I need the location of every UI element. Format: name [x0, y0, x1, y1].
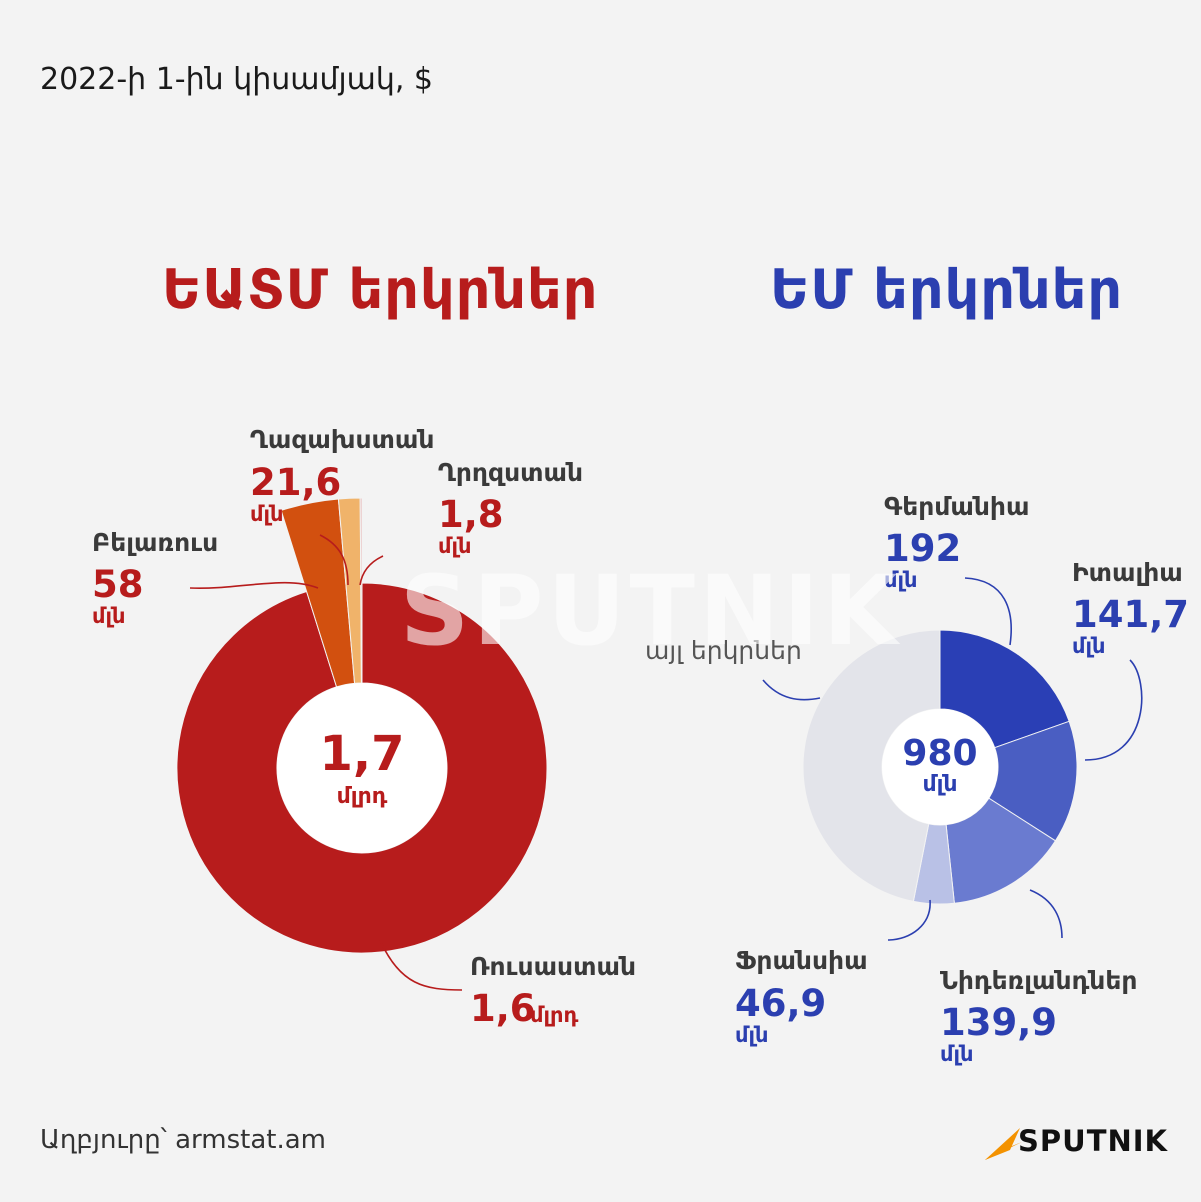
- source-note: Աղբյուրը՝ armstat.am: [40, 1125, 327, 1155]
- leader-netherlands: [1029, 889, 1063, 939]
- donut-hole: [277, 683, 447, 853]
- leader-other: [762, 679, 821, 701]
- leader-kyrgyzstan: [359, 555, 384, 586]
- label-france-value: 46,9: [735, 982, 827, 1025]
- label-italy-name: Իտալիա: [1072, 558, 1183, 587]
- eu-center-unit: մլն: [922, 772, 958, 797]
- label-netherlands-name: Նիդեռլանդներ: [940, 966, 1138, 995]
- eaeu-title: ԵԱՏՄ երկրներ: [162, 258, 599, 321]
- label-russia-name: Ռուսաստան: [470, 952, 637, 981]
- label-italy-unit: մլն: [1072, 634, 1106, 658]
- label-netherlands-value: 139,9: [940, 1001, 1058, 1044]
- label-kyrgyzstan-name: Ղրղզստան: [438, 458, 584, 487]
- eu-title: ԵՄ երկրներ: [770, 258, 1124, 321]
- label-germany-name: Գերմանիա: [884, 492, 1030, 521]
- chart-subtitle: 2022-ի 1-ին կիսամյակ, $: [40, 62, 434, 97]
- sputnik-logo: SPUTNIK: [1018, 1124, 1169, 1158]
- eaeu-center-value: 1,7: [319, 726, 405, 782]
- leader-belarus: [189, 581, 319, 589]
- label-belarus-name: Բելառուս: [92, 528, 219, 557]
- label-kyrgyzstan-unit: մլն: [438, 534, 472, 558]
- label-russia-value: 1,6: [470, 987, 536, 1030]
- donut-hole: [882, 709, 998, 825]
- label-germany-value: 192: [884, 527, 962, 570]
- label-kyrgyzstan-value: 1,8: [438, 493, 504, 536]
- label-france-unit: մլն: [735, 1023, 769, 1047]
- label-netherlands-unit: մլն: [940, 1042, 974, 1066]
- label-kazakhstan-name: Ղազախստան: [250, 425, 435, 454]
- leader-lines: [189, 534, 1143, 991]
- label-germany-unit: մլն: [884, 568, 918, 592]
- leader-germany: [964, 577, 1012, 646]
- eu-donut: [802, 629, 1078, 905]
- eaeu-donut: [176, 497, 548, 954]
- leader-italy: [1084, 659, 1143, 761]
- label-kazakhstan-unit: մլն: [250, 502, 284, 526]
- slice-Գերմանիա: [939, 629, 1070, 749]
- leader-russia: [379, 939, 463, 991]
- label-other-name: այլ երկրներ: [645, 636, 802, 665]
- eu-center-value: 980: [902, 733, 978, 774]
- label-belarus-unit: մլն: [92, 604, 126, 628]
- leader-france: [887, 899, 931, 941]
- label-belarus-value: 58: [92, 563, 144, 606]
- sputnik-watermark: SPUTNIK: [400, 555, 902, 667]
- label-russia-unit: մլրդ: [530, 1003, 579, 1027]
- label-france-name: Ֆրանսիա: [735, 946, 868, 975]
- eaeu-center-unit: մլրդ: [336, 784, 388, 809]
- leader-kazakhstan: [319, 534, 349, 586]
- label-kazakhstan-value: 21,6: [250, 461, 342, 504]
- label-italy-value: 141,7: [1072, 593, 1190, 636]
